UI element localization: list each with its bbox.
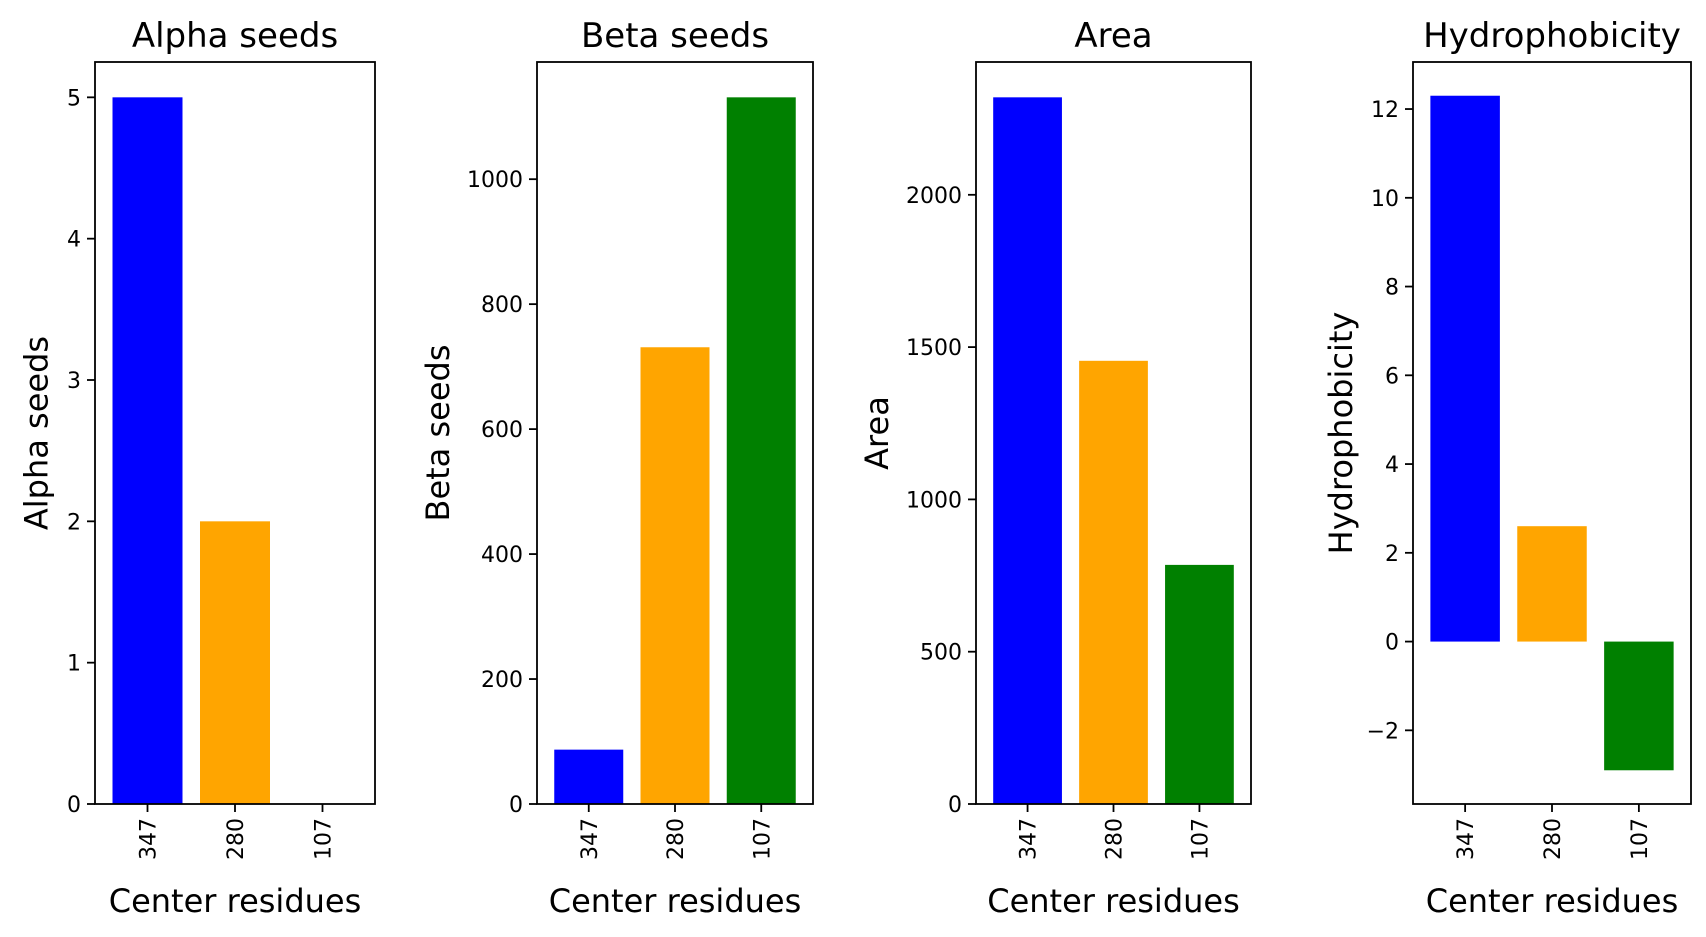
y-tick-label-4: 12 [1371, 98, 1399, 123]
y-tick-label-2: 800 [481, 293, 523, 318]
y-tick-label-3: 1500 [906, 336, 962, 361]
y-tick-label-4: 2 [1385, 542, 1399, 567]
y-tick-label-3: 1000 [906, 488, 962, 513]
x-axis-label-2: Center residues [549, 882, 802, 920]
bar-4-347 [1430, 95, 1500, 642]
bar-2-347 [554, 749, 624, 804]
x-tick-label-3: 107 [1188, 818, 1213, 860]
x-tick-label-1: 107 [312, 818, 337, 860]
y-axis-label-1: Alpha seeds [18, 336, 56, 530]
bar-4-280 [1517, 526, 1587, 642]
y-tick-label-3: 500 [920, 641, 962, 666]
y-tick-label-4: 10 [1371, 187, 1399, 212]
bar-3-347 [993, 97, 1062, 804]
y-tick-label-2: 600 [481, 418, 523, 443]
y-tick-label-2: 1000 [467, 168, 523, 193]
x-tick-label-3: 280 [1103, 818, 1128, 860]
y-tick-label-2: 400 [481, 543, 523, 568]
subplot-title-3: Area [1074, 16, 1152, 56]
y-tick-label-1: 1 [67, 652, 81, 677]
y-tick-label-4: 8 [1385, 276, 1399, 301]
y-tick-label-4: 0 [1385, 631, 1399, 656]
bar-2-280 [640, 347, 710, 804]
y-axis-label-3: Area [858, 396, 896, 470]
bar-3-280 [1079, 360, 1148, 804]
y-axis-label-2: Beta seeds [419, 345, 457, 522]
x-tick-label-2: 107 [750, 818, 775, 860]
y-tick-label-3: 0 [948, 793, 962, 818]
x-tick-label-2: 347 [578, 818, 603, 860]
y-axis-label-4: Hydrophobicity [1322, 312, 1360, 555]
y-tick-label-2: 200 [481, 668, 523, 693]
x-tick-label-4: 280 [1541, 818, 1566, 860]
x-tick-label-4: 107 [1628, 818, 1653, 860]
x-axis-label-3: Center residues [987, 882, 1240, 920]
x-tick-label-4: 347 [1454, 818, 1479, 860]
y-tick-label-3: 2000 [906, 184, 962, 209]
bar-4-107 [1604, 641, 1674, 771]
y-tick-label-4: 4 [1385, 453, 1399, 478]
y-tick-label-1: 5 [67, 86, 81, 111]
y-tick-label-4: −2 [1367, 719, 1399, 744]
y-tick-label-1: 0 [67, 793, 81, 818]
y-tick-label-1: 2 [67, 510, 81, 535]
bar-2-107 [726, 97, 796, 804]
bar-3-107 [1165, 564, 1234, 804]
bar-1-280 [200, 521, 270, 804]
x-axis-label-1: Center residues [109, 882, 362, 920]
subplot-title-1: Alpha seeds [132, 16, 338, 56]
y-tick-label-2: 0 [509, 793, 523, 818]
x-axis-label-4: Center residues [1426, 882, 1679, 920]
y-tick-label-1: 3 [67, 369, 81, 394]
x-tick-label-2: 280 [664, 818, 689, 860]
y-tick-label-4: 6 [1385, 364, 1399, 389]
subplot-title-4: Hydrophobicity [1423, 16, 1681, 56]
x-tick-label-3: 347 [1017, 818, 1042, 860]
bar-1-347 [112, 97, 183, 804]
subplot-title-2: Beta seeds [581, 16, 769, 56]
y-tick-label-1: 4 [67, 228, 81, 253]
x-tick-label-1: 280 [224, 818, 249, 860]
x-tick-label-1: 347 [137, 818, 162, 860]
